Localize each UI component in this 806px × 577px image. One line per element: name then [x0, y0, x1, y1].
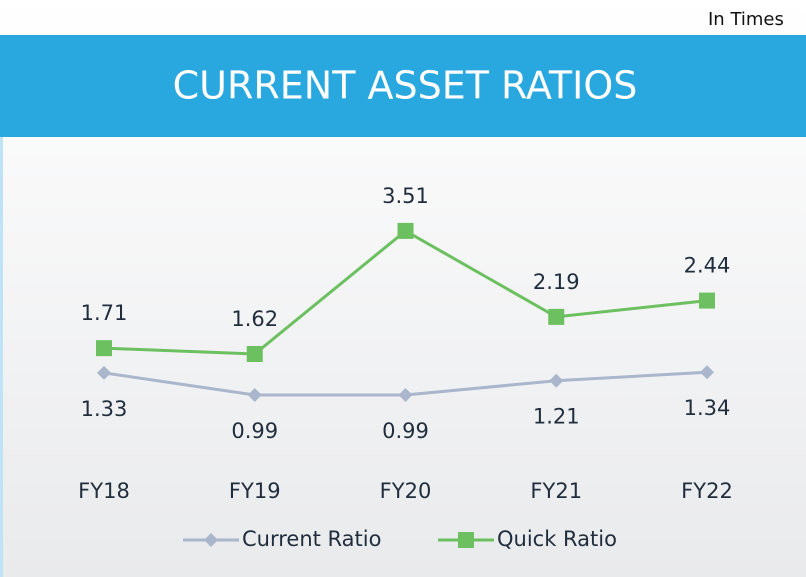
x-tick-label: FY18	[78, 479, 130, 503]
x-tick-label: FY20	[380, 479, 432, 503]
marker	[97, 365, 111, 380]
left-border	[0, 137, 3, 577]
data-label: 0.99	[231, 419, 278, 443]
data-label: 2.19	[533, 270, 580, 294]
x-tick-label: FY22	[681, 479, 733, 503]
marker	[96, 340, 112, 357]
data-label: 2.44	[684, 254, 731, 278]
data-label: 0.99	[382, 419, 429, 443]
data-label: 1.71	[81, 301, 128, 325]
x-tick-label: FY21	[530, 479, 582, 503]
data-label: 1.62	[231, 307, 278, 331]
marker	[398, 388, 413, 403]
marker	[458, 532, 474, 548]
unit-note: In Times	[708, 9, 784, 30]
data-label: 1.33	[81, 397, 128, 421]
marker	[549, 373, 564, 388]
marker	[699, 292, 715, 309]
title-banner	[0, 35, 806, 137]
x-tick-label: FY19	[229, 479, 281, 503]
marker	[204, 533, 218, 547]
marker	[548, 308, 565, 325]
data-label: 3.51	[382, 184, 429, 208]
legend-label: Quick Ratio	[497, 527, 617, 551]
legend-label: Current Ratio	[242, 527, 381, 551]
marker	[397, 222, 414, 239]
marker	[246, 345, 263, 362]
chart-title: CURRENT ASSET RATIOS	[173, 64, 638, 108]
marker	[700, 365, 714, 380]
data-label: 1.21	[533, 405, 580, 429]
data-label: 1.34	[684, 396, 731, 420]
marker	[247, 388, 262, 403]
